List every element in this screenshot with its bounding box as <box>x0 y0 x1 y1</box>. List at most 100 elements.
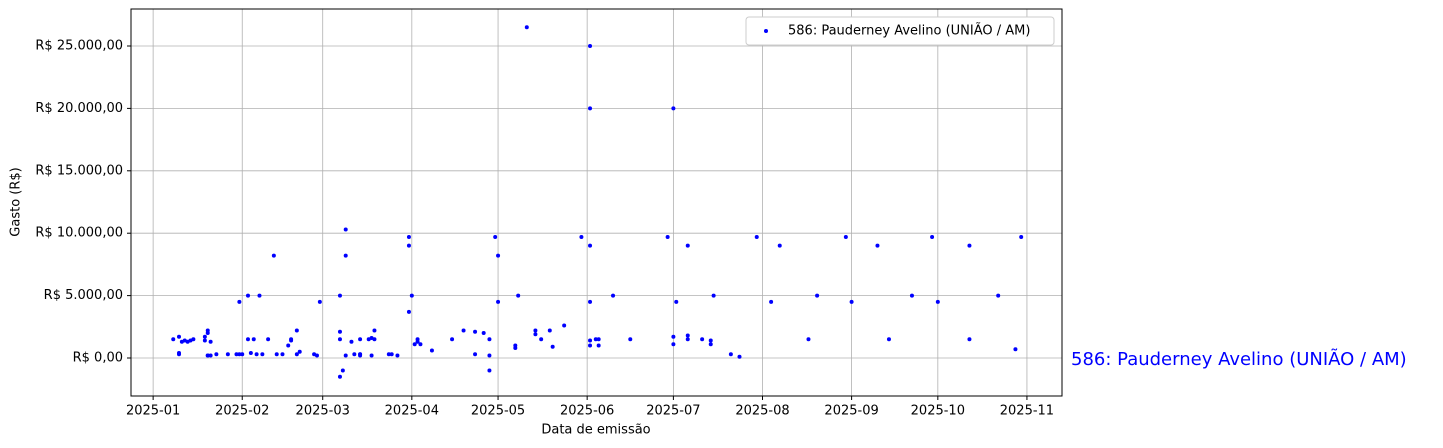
point <box>294 352 299 357</box>
point <box>297 349 302 354</box>
point <box>343 227 348 232</box>
point <box>343 253 348 258</box>
x-tick-label: 2025-10 <box>911 404 965 419</box>
point <box>280 352 285 357</box>
point <box>487 368 492 373</box>
point <box>806 337 811 342</box>
point <box>412 342 417 347</box>
point <box>358 353 363 358</box>
point <box>271 253 276 258</box>
point <box>777 243 782 248</box>
point <box>487 337 492 342</box>
x-tick-label: 2025-08 <box>735 404 789 419</box>
point <box>886 337 891 342</box>
point <box>177 351 182 356</box>
point <box>769 299 774 304</box>
point <box>245 337 250 342</box>
point <box>257 293 262 298</box>
point <box>286 343 291 348</box>
point <box>429 348 434 353</box>
point <box>205 328 210 333</box>
point <box>406 243 411 248</box>
point <box>671 342 676 347</box>
point <box>737 354 742 359</box>
x-tick-label: 2025-11 <box>1000 404 1054 419</box>
point <box>996 293 1001 298</box>
point <box>674 299 679 304</box>
point <box>395 353 400 358</box>
point <box>496 253 501 258</box>
point <box>547 328 552 333</box>
point <box>728 352 733 357</box>
y-tick-label: R$ 10.000,00 <box>35 226 123 241</box>
point <box>588 338 593 343</box>
y-tick-label: R$ 20.000,00 <box>35 101 123 116</box>
point <box>533 332 538 337</box>
point <box>496 299 501 304</box>
point <box>245 293 250 298</box>
y-tick-label: R$ 5.000,00 <box>44 288 123 303</box>
point <box>225 352 230 357</box>
y-axis-label: Gasto (R$) <box>9 167 24 236</box>
point <box>593 337 598 342</box>
x-tick-label: 2025-05 <box>471 404 525 419</box>
point <box>450 337 455 342</box>
point <box>248 351 253 356</box>
point <box>337 329 342 334</box>
point <box>352 352 357 357</box>
point <box>671 106 676 111</box>
point <box>343 353 348 358</box>
x-tick-label: 2025-07 <box>646 404 700 419</box>
point <box>260 352 265 357</box>
point <box>340 368 345 373</box>
point <box>234 352 239 357</box>
legend-box <box>745 16 1055 46</box>
point <box>596 337 601 342</box>
point <box>337 293 342 298</box>
point <box>406 234 411 239</box>
point <box>671 334 676 339</box>
point <box>237 299 242 304</box>
point <box>909 293 914 298</box>
legend-marker <box>764 29 768 33</box>
y-tick-label: R$ 15.000,00 <box>35 163 123 178</box>
point <box>337 337 342 342</box>
point <box>588 343 593 348</box>
point <box>875 243 880 248</box>
x-axis-label: Data de emissão <box>541 423 650 438</box>
point <box>493 234 498 239</box>
point <box>406 309 411 314</box>
point <box>317 299 322 304</box>
point <box>372 328 377 333</box>
point <box>369 353 374 358</box>
point <box>849 299 854 304</box>
point <box>1019 234 1024 239</box>
point <box>266 337 271 342</box>
point <box>487 353 492 358</box>
point <box>202 334 207 339</box>
point <box>539 337 544 342</box>
point <box>191 337 196 342</box>
point <box>967 243 972 248</box>
point <box>935 299 940 304</box>
point <box>1013 347 1018 352</box>
point <box>214 352 219 357</box>
legend-label: 586: Pauderney Avelino (UNIÃO / AM) <box>788 23 1030 39</box>
point <box>524 25 529 30</box>
point <box>665 234 670 239</box>
point <box>177 334 182 339</box>
point <box>700 337 705 342</box>
point <box>473 329 478 334</box>
x-tick-label: 2025-09 <box>824 404 878 419</box>
point <box>208 339 213 344</box>
point <box>815 293 820 298</box>
x-tick-label: 2025-02 <box>215 404 269 419</box>
point <box>588 243 593 248</box>
point <box>685 243 690 248</box>
point <box>967 337 972 342</box>
point <box>415 337 420 342</box>
point <box>314 353 319 358</box>
point <box>240 352 245 357</box>
